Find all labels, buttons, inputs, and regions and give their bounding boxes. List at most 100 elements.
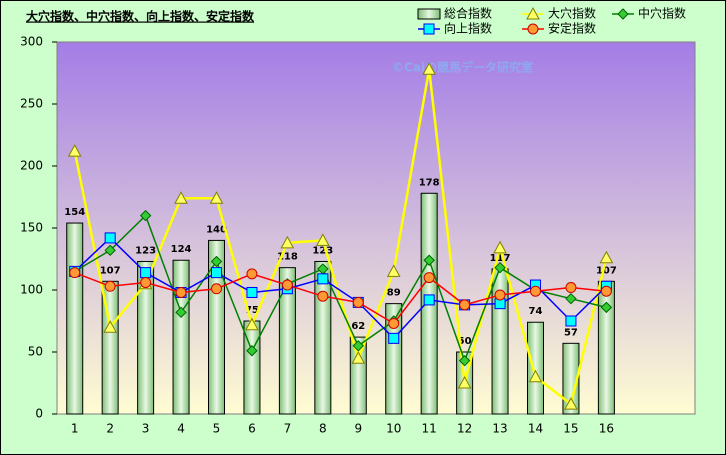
point xyxy=(422,62,437,75)
point xyxy=(352,296,364,308)
bar xyxy=(278,267,296,415)
point xyxy=(246,286,258,298)
point xyxy=(351,351,366,364)
bar-value-label: 75 xyxy=(245,305,259,316)
point xyxy=(104,232,116,244)
bar-value-label: 123 xyxy=(312,245,333,256)
y-tick-label: 100 xyxy=(20,283,43,297)
x-tick-label: 11 xyxy=(422,422,437,436)
point xyxy=(175,286,187,298)
point xyxy=(174,191,188,204)
legend-label: 総合指数 xyxy=(444,6,492,21)
bar-value-label: 107 xyxy=(596,265,617,276)
point xyxy=(140,277,152,289)
point xyxy=(423,254,435,266)
point xyxy=(103,320,118,333)
legend-label: 向上指数 xyxy=(444,21,492,36)
point xyxy=(175,306,187,319)
point xyxy=(494,289,506,301)
bar-value-label: 74 xyxy=(529,306,543,317)
point xyxy=(104,280,116,292)
watermark: ©Caiの競馬データ研究室 xyxy=(392,60,533,75)
bar xyxy=(137,260,155,415)
legend-marker xyxy=(617,8,629,20)
bar xyxy=(314,260,332,415)
point xyxy=(209,191,224,204)
y-tick-label: 300 xyxy=(20,35,43,49)
series-line xyxy=(74,236,607,340)
point xyxy=(211,283,222,295)
legend-marker xyxy=(527,23,539,35)
bar-value-label: 123 xyxy=(135,245,156,256)
point xyxy=(530,285,541,297)
bar-value-label: 62 xyxy=(351,321,365,332)
y-tick-label: 50 xyxy=(28,345,43,359)
point xyxy=(388,332,400,344)
chart-title: 大穴指数、中穴指数、向上指数、安定指数 xyxy=(26,9,255,24)
bar xyxy=(597,280,615,415)
point xyxy=(210,255,223,268)
x-tick-label: 9 xyxy=(354,422,362,436)
y-tick-label: 250 xyxy=(20,97,43,111)
point xyxy=(281,279,293,291)
bar xyxy=(208,239,225,415)
point xyxy=(565,292,577,305)
point xyxy=(458,354,471,367)
point xyxy=(211,267,222,279)
bar-value-label: 57 xyxy=(564,327,578,338)
point xyxy=(599,250,614,264)
x-tick-label: 4 xyxy=(177,422,185,436)
point xyxy=(139,209,152,222)
legend-swatch xyxy=(417,8,441,20)
x-tick-label: 12 xyxy=(457,422,472,436)
y-tick-label: 200 xyxy=(20,159,43,173)
point xyxy=(600,285,612,297)
bar-value-label: 154 xyxy=(64,207,85,218)
point xyxy=(317,273,329,285)
point xyxy=(315,233,330,246)
x-tick-label: 10 xyxy=(386,422,401,436)
point xyxy=(67,144,82,157)
x-tick-label: 5 xyxy=(213,422,221,436)
bar-value-label: 140 xyxy=(206,224,227,235)
point xyxy=(457,375,472,389)
bar-value-label: 107 xyxy=(100,265,121,276)
x-tick-label: 14 xyxy=(528,422,543,436)
bar xyxy=(172,259,190,415)
bar-value-label: 118 xyxy=(277,252,298,263)
x-tick-label: 13 xyxy=(492,422,507,436)
bar-value-label: 178 xyxy=(419,177,440,188)
series-line xyxy=(74,214,607,363)
point xyxy=(423,294,435,306)
legend-label: 安定指数 xyxy=(548,21,596,36)
bar xyxy=(562,342,580,415)
point xyxy=(564,397,578,410)
x-tick-label: 8 xyxy=(319,422,327,436)
legend-label: 大穴指数 xyxy=(548,6,596,21)
point xyxy=(459,299,471,311)
point xyxy=(140,267,152,279)
bar-value-label: 89 xyxy=(387,288,401,299)
point xyxy=(386,264,401,277)
point xyxy=(352,340,364,352)
legend-label: 中穴指数 xyxy=(638,6,686,21)
bar xyxy=(349,336,367,415)
point xyxy=(246,345,258,357)
point xyxy=(104,244,116,257)
x-tick-label: 2 xyxy=(106,422,114,436)
point xyxy=(423,272,435,284)
point xyxy=(528,369,543,383)
series-line xyxy=(74,271,607,325)
legend-marker xyxy=(526,6,540,20)
x-tick-label: 16 xyxy=(599,422,614,436)
point xyxy=(494,261,506,274)
point xyxy=(600,301,613,314)
bar xyxy=(66,222,84,415)
y-tick-label: 0 xyxy=(35,407,43,421)
plot-area xyxy=(56,41,696,415)
point xyxy=(565,315,577,327)
legend-marker xyxy=(423,23,435,35)
point xyxy=(493,240,507,254)
point xyxy=(317,290,329,302)
